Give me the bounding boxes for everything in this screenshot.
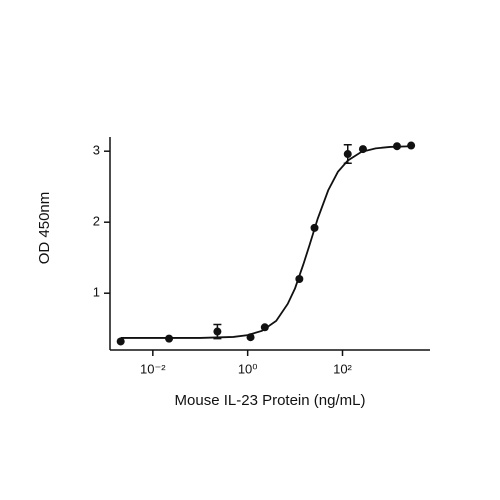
fit-curve — [120, 145, 412, 339]
y-tick-label: 1 — [93, 285, 100, 300]
y-tick-label: 2 — [93, 214, 100, 229]
data-point — [213, 327, 222, 336]
data-point — [116, 337, 125, 346]
x-tick-label: 10⁰ — [238, 361, 258, 376]
data-point — [165, 334, 174, 343]
data-point — [393, 142, 402, 151]
data-point — [310, 223, 319, 232]
data-point — [295, 275, 304, 283]
data-point — [260, 323, 269, 332]
data-point — [358, 145, 367, 154]
x-tick-label: 10² — [333, 361, 352, 376]
data-point — [407, 141, 416, 150]
data-point — [246, 333, 255, 342]
y-tick-label: 3 — [93, 143, 100, 158]
x-axis-label: Mouse IL-23 Protein (ng/mL) — [175, 392, 366, 409]
data-point — [343, 150, 352, 159]
x-tick-label: 10⁻² — [140, 361, 166, 376]
y-axis-label: OD 450nm — [36, 192, 53, 265]
